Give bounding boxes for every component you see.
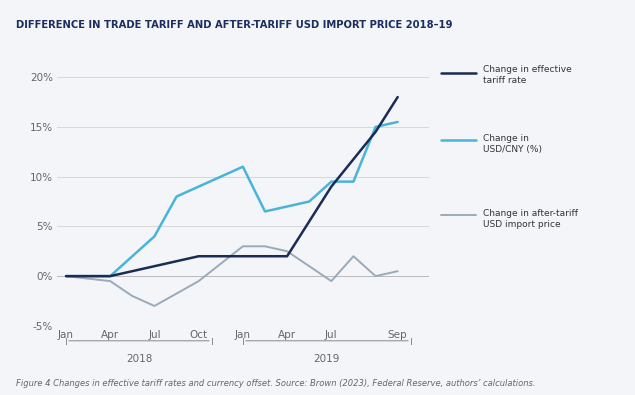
Text: Change in
USD/CNY (%): Change in USD/CNY (%) <box>483 134 542 154</box>
Text: DIFFERENCE IN TRADE TARIFF AND AFTER-TARIFF USD IMPORT PRICE 2018–19: DIFFERENCE IN TRADE TARIFF AND AFTER-TAR… <box>16 20 452 30</box>
Text: Change in after-tariff
USD import price: Change in after-tariff USD import price <box>483 209 578 229</box>
Text: Figure 4 Changes in effective tariff rates and currency offset. Source: Brown (2: Figure 4 Changes in effective tariff rat… <box>16 379 535 388</box>
Text: 2019: 2019 <box>314 354 340 364</box>
Text: 2018: 2018 <box>126 354 152 364</box>
Text: Change in effective
tariff rate: Change in effective tariff rate <box>483 65 572 85</box>
